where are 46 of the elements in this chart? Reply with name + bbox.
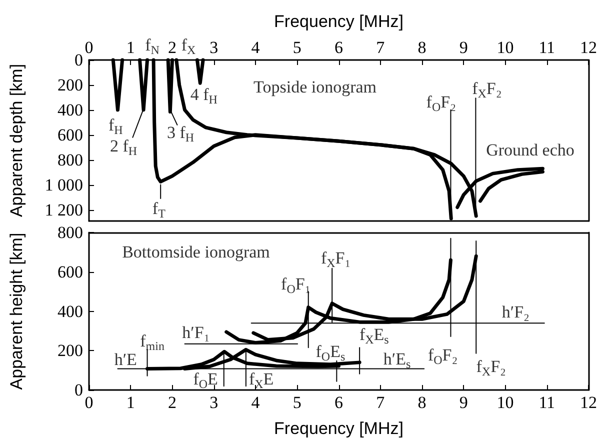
x-tick-label: 6 — [334, 393, 343, 412]
x-tick-label: 1 — [126, 393, 135, 412]
x-tick-label: 4 — [251, 393, 260, 412]
annotation: h′E — [114, 350, 137, 370]
x-tick-label: 3 — [210, 393, 218, 412]
x-tick-label: 11 — [538, 38, 556, 57]
x-tick-label: 12 — [580, 38, 597, 57]
annotation: h′F₁ — [182, 323, 210, 342]
y-tick-label: 400 — [58, 100, 83, 120]
y-axis-title: Apparent depth [km] — [7, 64, 26, 218]
x-tick-label: 10 — [496, 38, 514, 57]
x-tick-label: 5 — [292, 38, 302, 57]
y-tick-label: 1 000 — [44, 175, 83, 194]
x-tick-label: 9 — [459, 393, 468, 412]
x-tick-label: 10 — [496, 393, 514, 412]
x-axis-title: Frequency [MHz] — [274, 419, 404, 438]
y-tick-label: 600 — [58, 125, 83, 144]
annotation: h′F₂ — [502, 302, 530, 322]
x-tick-label: 11 — [538, 393, 556, 412]
x-tick-label: 1 — [126, 38, 135, 57]
y-tick-label: 400 — [58, 302, 83, 321]
y-tick-label: 200 — [58, 75, 83, 94]
y-tick-label: 0 — [74, 50, 83, 70]
x-tick-label: 2 — [168, 38, 176, 57]
x-tick-label: 5 — [292, 393, 302, 412]
y-tick-label: 1 200 — [44, 200, 83, 220]
y-axis-title: Apparent height [km] — [7, 232, 26, 390]
x-tick-label: 12 — [580, 393, 597, 412]
x-tick-label: 8 — [418, 393, 426, 412]
y-tick-label: 200 — [58, 341, 83, 360]
y-tick-label: 0 — [74, 380, 83, 400]
y-tick-label: 800 — [58, 150, 83, 170]
x-tick-label: 4 — [251, 38, 260, 57]
x-tick-label: 7 — [376, 38, 386, 57]
x-tick-label: 3 — [210, 38, 218, 57]
x-tick-label: 7 — [376, 393, 386, 412]
y-tick-label: 800 — [58, 223, 83, 242]
y-tick-label: 600 — [58, 262, 83, 282]
annotation: Bottomside ionogram — [122, 242, 270, 262]
x-tick-label: 6 — [334, 38, 343, 57]
x-tick-label: 9 — [459, 38, 468, 57]
annotation: Ground echo — [486, 140, 574, 160]
x-axis-title: Frequency [MHz] — [274, 12, 404, 31]
x-tick-label: 2 — [168, 393, 176, 412]
annotation: Topside ionogram — [254, 77, 377, 96]
x-tick-label: 8 — [418, 38, 426, 57]
